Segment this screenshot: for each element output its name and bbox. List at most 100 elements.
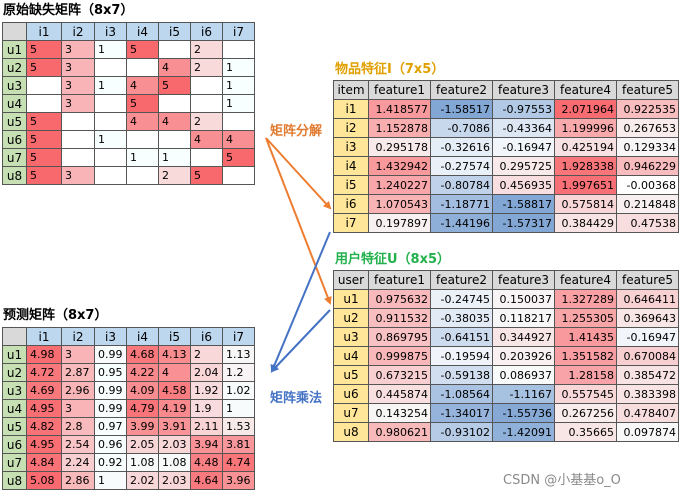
table-row: u2 5 3 4 2 1 — [2, 58, 255, 77]
data-cell: 0.143254 — [368, 403, 431, 423]
data-cell: 3.94 — [190, 435, 223, 454]
row-header: u4 — [2, 94, 27, 113]
data-cell: -1.42091 — [492, 422, 555, 442]
data-cell: 0.99 — [94, 399, 127, 418]
table-row: u8 5.08 2.86 1 2.02 2.03 4.64 3.96 — [2, 471, 255, 490]
data-cell: 4 — [158, 112, 191, 131]
table-row: u8 5 3 2 5 — [2, 166, 255, 185]
column-header: i4 — [126, 22, 159, 41]
data-cell: 1.08 — [158, 453, 191, 472]
data-cell: 4.13 — [158, 345, 191, 364]
row-header: i3 — [333, 137, 369, 157]
data-cell: 4.74 — [222, 453, 255, 472]
data-cell — [94, 148, 127, 167]
data-cell: 2.05 — [126, 435, 159, 454]
table-row: u2 4.72 2.87 0.95 4.22 4 2.04 1.2 — [2, 363, 255, 382]
data-cell: 0.99 — [94, 345, 127, 364]
data-cell: 0.92 — [94, 453, 127, 472]
row-header: u5 — [333, 365, 369, 385]
data-cell: 0.150037 — [492, 289, 555, 309]
table-row: i7 0.197897 -1.44196 -1.57317 0.384429 0.4753… — [333, 213, 679, 233]
data-cell — [94, 94, 127, 113]
data-cell: 0.214848 — [616, 194, 679, 214]
data-cell: 3.96 — [222, 471, 255, 490]
data-cell: 1.327289 — [554, 289, 617, 309]
data-cell — [61, 130, 95, 149]
row-header: u3 — [2, 381, 27, 400]
data-cell: -0.64151 — [430, 327, 493, 347]
data-cell — [158, 130, 191, 149]
data-cell: 0.980621 — [368, 422, 431, 442]
row-header: i1 — [333, 99, 369, 119]
user-features-table: user feature1 feature2 feature3 feature4 feat… — [333, 270, 679, 442]
column-header: i3 — [94, 22, 127, 41]
data-cell: 1 — [94, 130, 127, 149]
data-cell: 3 — [61, 40, 95, 59]
column-header: feature1 — [368, 80, 431, 100]
data-cell: 1.53 — [222, 417, 255, 436]
column-header: feature1 — [368, 270, 431, 290]
table-row: u3 4.69 2.96 0.99 4.09 4.58 1.92 1.02 — [2, 381, 255, 400]
data-cell: 0.295725 — [492, 156, 555, 176]
data-cell: 2.11 — [190, 417, 223, 436]
data-cell: 1 — [222, 58, 255, 77]
watermark: CSDN @小基基o_O — [503, 473, 621, 488]
user-features-title: 用户特征U（8x5） — [335, 252, 451, 267]
column-header: i1 — [26, 22, 62, 41]
column-header: i1 — [26, 327, 62, 346]
decompose-arrow-to-item — [265, 137, 332, 210]
data-cell: 4.69 — [26, 381, 62, 400]
data-cell: 2.86 — [61, 471, 95, 490]
data-cell: 2 — [158, 166, 191, 185]
corner-cell — [2, 22, 27, 41]
data-cell — [222, 112, 255, 131]
data-cell: 3 — [61, 345, 95, 364]
data-cell: 0.097874 — [616, 422, 679, 442]
column-header: feature2 — [430, 80, 493, 100]
data-cell: -1.57317 — [492, 213, 555, 233]
column-header: feature2 — [430, 270, 493, 290]
data-cell: 5 — [26, 166, 62, 185]
row-header: u4 — [333, 346, 369, 366]
data-cell: 0.425194 — [554, 137, 617, 157]
data-cell: 0.295178 — [368, 137, 431, 157]
column-header: feature5 — [616, 270, 679, 290]
row-header: i2 — [333, 118, 369, 138]
data-cell: -0.59138 — [430, 365, 493, 385]
table-row: u4 3 5 1 — [2, 94, 255, 113]
data-cell: 0.203926 — [492, 346, 555, 366]
row-header: i6 — [333, 194, 369, 214]
data-cell: 1 — [222, 399, 255, 418]
data-cell: -0.32616 — [430, 137, 493, 157]
data-cell — [94, 112, 127, 131]
data-cell: 4.64 — [190, 471, 223, 490]
data-cell: 0.385472 — [616, 365, 679, 385]
data-cell: 0.99 — [94, 381, 127, 400]
column-header: i6 — [190, 327, 223, 346]
column-header: feature3 — [492, 270, 555, 290]
data-cell: 5 — [26, 130, 62, 149]
data-cell: -1.18771 — [430, 194, 493, 214]
table-row: u7 5 1 1 5 — [2, 148, 255, 167]
data-cell: 0.47538 — [616, 213, 679, 233]
data-cell — [126, 166, 159, 185]
data-cell: 5 — [158, 76, 191, 95]
table-row: u6 5 1 4 4 — [2, 130, 255, 149]
data-cell: -1.34017 — [430, 403, 493, 423]
data-cell: 5 — [222, 148, 255, 167]
data-cell: 1 — [222, 94, 255, 113]
data-cell: 0.35665 — [554, 422, 617, 442]
data-cell: 1.255305 — [554, 308, 617, 328]
data-cell: 1.08 — [126, 453, 159, 472]
data-cell: -0.00368 — [616, 175, 679, 195]
data-cell: 4.82 — [26, 417, 62, 436]
data-cell: 2.87 — [61, 363, 95, 382]
table-row: u3 0.869795 -0.64151 0.344927 1.41435 -0.1694… — [333, 327, 679, 347]
data-cell: 1.13 — [222, 345, 255, 364]
data-cell: 3 — [61, 94, 95, 113]
row-header: u2 — [333, 308, 369, 328]
data-cell: 0.557545 — [554, 384, 617, 404]
column-header: user — [333, 270, 369, 290]
data-cell: 4.22 — [126, 363, 159, 382]
data-cell: 5 — [26, 40, 62, 59]
